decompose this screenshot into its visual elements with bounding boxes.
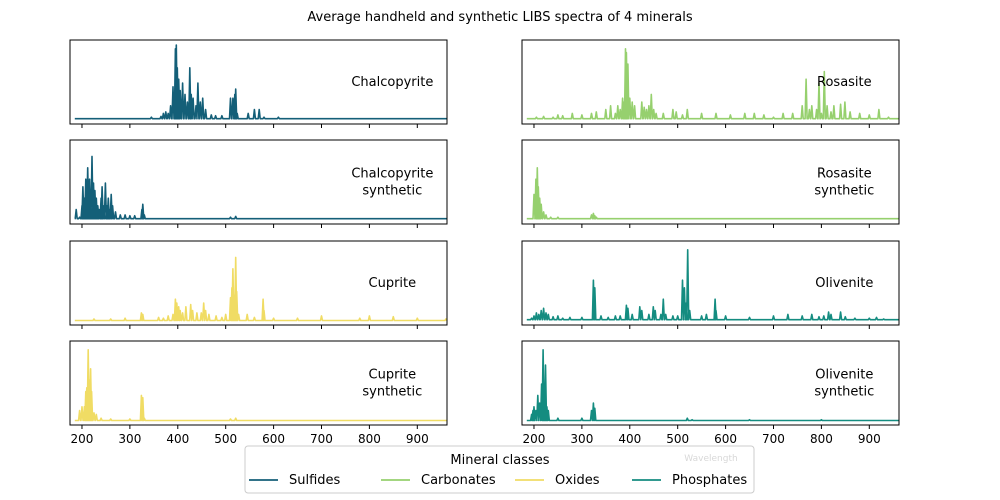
legend-entry: Sulfides bbox=[249, 473, 341, 488]
spectrum-line bbox=[74, 44, 447, 120]
spectrum-panel: Rosasite bbox=[521, 39, 900, 128]
legend-label: Phosphates bbox=[672, 473, 747, 488]
legend-entry: Oxides bbox=[515, 473, 600, 488]
legend-label: Oxides bbox=[555, 473, 600, 488]
panel-label: Olivenite bbox=[815, 276, 873, 291]
x-tick-label: 500 bbox=[214, 432, 237, 446]
spectrum-panel: Chalcopyrite bbox=[69, 39, 448, 128]
panel-frame bbox=[69, 240, 448, 326]
panel-frame bbox=[521, 240, 900, 326]
spectrum-line bbox=[74, 256, 448, 322]
legend-label: Carbonates bbox=[421, 473, 496, 488]
spectrum-panel: Olivenite bbox=[521, 240, 900, 329]
panel-label: Chalcopyrite synthetic bbox=[351, 167, 433, 199]
x-axis-label: Wavelength bbox=[684, 454, 737, 464]
x-tick-label: 400 bbox=[166, 432, 189, 446]
x-tick-label: 900 bbox=[406, 432, 429, 446]
x-tick-label: 600 bbox=[714, 432, 737, 446]
x-tick-label: 800 bbox=[810, 432, 833, 446]
panel-label: Cuprite bbox=[369, 276, 417, 291]
panel-label: Rosasite bbox=[817, 75, 872, 90]
spectrum-line bbox=[526, 249, 899, 321]
spectrum-line bbox=[74, 155, 447, 220]
panel-frame bbox=[521, 39, 900, 125]
x-tick-label: 200 bbox=[71, 432, 94, 446]
legend-entry: Phosphates bbox=[632, 473, 747, 488]
spectrum-line bbox=[526, 48, 899, 120]
spectrum-panel: 200 300 400 500 600 700 800 900 Cuprite synthetic bbox=[69, 340, 448, 446]
panel-frame bbox=[521, 340, 900, 426]
x-tick-label: 300 bbox=[118, 432, 141, 446]
legend-label: Sulfides bbox=[289, 473, 341, 488]
spectrum-line bbox=[526, 349, 899, 422]
panel-label: Olivenite synthetic bbox=[814, 368, 874, 400]
x-tick-label: 600 bbox=[262, 432, 285, 446]
x-tick-label: 300 bbox=[570, 432, 593, 446]
chart-title: Average handheld and synthetic LIBS spec… bbox=[307, 10, 692, 25]
panel-frame bbox=[69, 139, 448, 225]
legend-title: Mineral classes bbox=[450, 453, 549, 468]
legend: Mineral classes Sulfides Carbonates Oxides P… bbox=[244, 445, 755, 494]
panel-label: Cuprite synthetic bbox=[362, 368, 422, 400]
panel-frame bbox=[69, 39, 448, 125]
panel-frame bbox=[69, 340, 448, 426]
spectrum-panel: 200 300 400 500 600 700 800 900 Olivenite synthet… bbox=[521, 340, 900, 446]
x-tick-label: 400 bbox=[618, 432, 641, 446]
legend-entry: Carbonates bbox=[381, 473, 496, 488]
panel-label: Chalcopyrite bbox=[351, 75, 433, 90]
spectrum-panel: Rosasite synthetic bbox=[521, 139, 900, 228]
x-tick-label: 700 bbox=[310, 432, 333, 446]
spectrum-line bbox=[526, 167, 899, 220]
spectrum-panel: Cuprite bbox=[69, 240, 448, 329]
x-tick-label: 900 bbox=[858, 432, 881, 446]
x-tick-label: 200 bbox=[523, 432, 546, 446]
spectrum-panel: Chalcopyrite synthetic bbox=[69, 139, 448, 228]
panel-frame bbox=[521, 139, 900, 225]
x-tick-label: 500 bbox=[666, 432, 689, 446]
spectra-panels: Chalcopyrite Rosasite Chalcopyrite syntheti… bbox=[69, 39, 900, 446]
legend-box bbox=[244, 445, 755, 494]
x-tick-label: 800 bbox=[358, 432, 381, 446]
x-tick-label: 700 bbox=[762, 432, 785, 446]
panel-label: Rosasite synthetic bbox=[814, 167, 874, 199]
spectrum-line bbox=[74, 349, 447, 422]
